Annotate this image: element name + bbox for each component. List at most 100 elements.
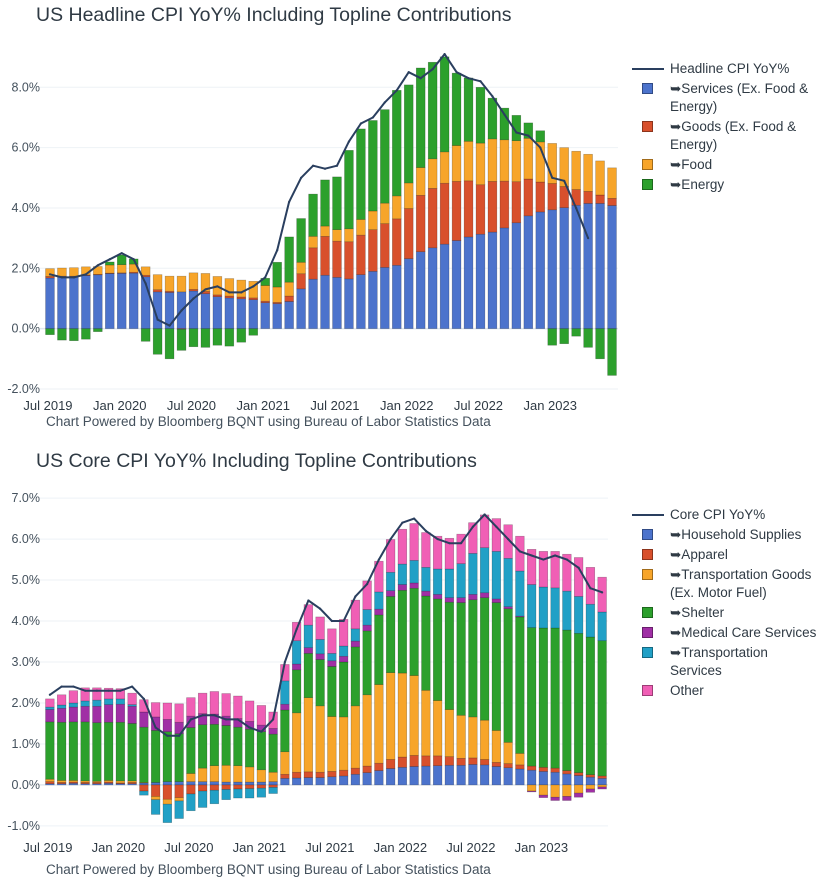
bar-segment[interactable] xyxy=(479,759,490,766)
bar-segment[interactable] xyxy=(284,295,294,302)
bar-segment[interactable] xyxy=(538,551,549,588)
bar-segment[interactable] xyxy=(296,261,306,275)
line-point[interactable] xyxy=(587,237,590,240)
bar-segment[interactable] xyxy=(338,619,349,647)
bar-segment[interactable] xyxy=(368,210,378,230)
line-point[interactable] xyxy=(272,718,275,721)
bar-segment[interactable] xyxy=(468,553,478,595)
bar-segment[interactable] xyxy=(68,702,79,708)
bar-segment[interactable] xyxy=(272,303,282,329)
bar-segment[interactable] xyxy=(105,261,115,266)
legend-item[interactable]: ➥Energy xyxy=(632,176,816,194)
bar-segment[interactable] xyxy=(315,777,325,786)
bar-segment[interactable] xyxy=(150,782,161,786)
line-point[interactable] xyxy=(401,521,404,524)
line-point[interactable] xyxy=(471,525,474,528)
bar-segment[interactable] xyxy=(421,765,431,786)
line-point[interactable] xyxy=(530,554,533,557)
bar-segment[interactable] xyxy=(491,598,502,603)
bar-segment[interactable] xyxy=(92,705,102,723)
bar-segment[interactable] xyxy=(479,514,490,548)
bar-segment[interactable] xyxy=(280,751,290,775)
bar-segment[interactable] xyxy=(392,218,402,266)
bar-segment[interactable] xyxy=(197,784,208,792)
bar-segment[interactable] xyxy=(444,709,455,757)
bar-segment[interactable] xyxy=(197,692,208,714)
bar-segment[interactable] xyxy=(456,602,466,716)
bar-segment[interactable] xyxy=(256,731,267,771)
line-point[interactable] xyxy=(527,134,530,137)
bar-segment[interactable] xyxy=(45,277,55,329)
bar-segment[interactable] xyxy=(415,167,426,196)
bar-segment[interactable] xyxy=(236,298,247,329)
bar-segment[interactable] xyxy=(162,798,173,805)
bar-segment[interactable] xyxy=(409,587,419,676)
bar-segment[interactable] xyxy=(268,728,278,735)
bar-segment[interactable] xyxy=(562,590,572,631)
bar-segment[interactable] xyxy=(515,570,525,617)
bar-segment[interactable] xyxy=(550,796,560,801)
bar-segment[interactable] xyxy=(547,143,557,184)
bar-segment[interactable] xyxy=(491,730,502,763)
bar-segment[interactable] xyxy=(244,788,255,799)
bar-segment[interactable] xyxy=(308,247,318,280)
bar-segment[interactable] xyxy=(432,755,443,766)
line-point[interactable] xyxy=(330,619,333,623)
bar-segment[interactable] xyxy=(392,264,402,329)
bar-segment[interactable] xyxy=(444,756,455,766)
line-point[interactable] xyxy=(383,101,386,104)
bar-segment[interactable] xyxy=(421,595,431,691)
bar-segment[interactable] xyxy=(350,599,361,630)
bar-segment[interactable] xyxy=(303,653,314,698)
bar-segment[interactable] xyxy=(117,272,127,329)
legend-item[interactable]: Other xyxy=(632,682,816,700)
line-point[interactable] xyxy=(515,131,518,134)
bar-segment[interactable] xyxy=(583,203,593,329)
bar-segment[interactable] xyxy=(56,721,67,781)
bar-segment[interactable] xyxy=(585,774,596,778)
line-point[interactable] xyxy=(131,685,134,688)
bar-segment[interactable] xyxy=(150,702,161,718)
bar-segment[interactable] xyxy=(303,777,314,786)
bar-segment[interactable] xyxy=(296,218,306,263)
bar-segment[interactable] xyxy=(487,138,498,182)
line-point[interactable] xyxy=(491,95,494,98)
legend-item[interactable]: ➥Goods (Ex. Food & Energy) xyxy=(632,118,816,154)
bar-segment[interactable] xyxy=(212,294,223,297)
bar-segment[interactable] xyxy=(397,672,408,758)
bar-segment[interactable] xyxy=(338,769,349,777)
bar-segment[interactable] xyxy=(451,72,462,146)
legend-item[interactable]: Core CPI YoY% xyxy=(632,506,816,524)
bar-segment[interactable] xyxy=(503,606,513,610)
line-point[interactable] xyxy=(479,80,482,83)
line-point[interactable] xyxy=(144,282,147,285)
bar-segment[interactable] xyxy=(164,275,175,292)
bar-segment[interactable] xyxy=(244,784,255,789)
bar-segment[interactable] xyxy=(380,202,390,224)
bar-segment[interactable] xyxy=(260,285,270,302)
bar-segment[interactable] xyxy=(284,301,294,329)
bar-segment[interactable] xyxy=(451,181,462,241)
bar-segment[interactable] xyxy=(260,302,270,329)
bar-segment[interactable] xyxy=(256,781,267,786)
bar-segment[interactable] xyxy=(338,655,349,663)
line-point[interactable] xyxy=(283,660,286,664)
line-point[interactable] xyxy=(563,179,566,182)
bar-segment[interactable] xyxy=(595,160,605,196)
bar-segment[interactable] xyxy=(45,328,55,335)
bar-segment[interactable] xyxy=(421,532,431,568)
bar-segment[interactable] xyxy=(350,640,361,648)
line-point[interactable] xyxy=(518,550,521,553)
bar-segment[interactable] xyxy=(350,646,361,707)
bar-segment[interactable] xyxy=(224,328,235,347)
bar-segment[interactable] xyxy=(487,181,498,233)
bar-segment[interactable] xyxy=(303,624,314,648)
bar-segment[interactable] xyxy=(607,167,617,199)
bar-segment[interactable] xyxy=(362,694,372,767)
bar-segment[interactable] xyxy=(209,784,220,791)
bar-segment[interactable] xyxy=(538,627,549,768)
bar-segment[interactable] xyxy=(475,86,486,144)
bar-segment[interactable] xyxy=(397,563,408,585)
bar-segment[interactable] xyxy=(338,775,349,786)
bar-segment[interactable] xyxy=(244,766,255,783)
